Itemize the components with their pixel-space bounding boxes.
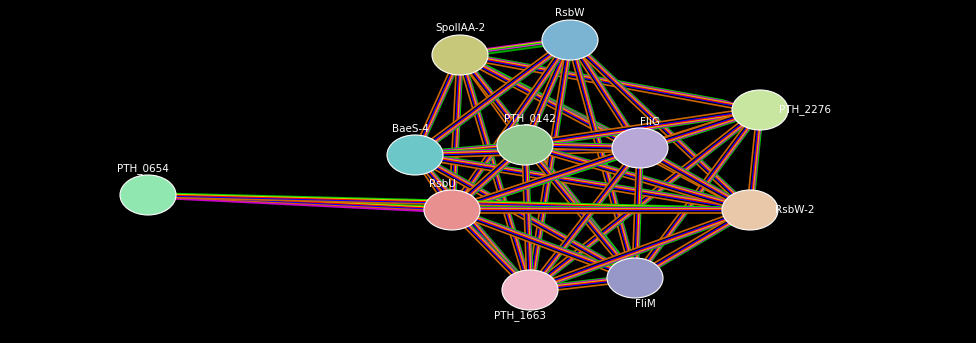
- Text: PTH_0142: PTH_0142: [504, 114, 556, 125]
- Ellipse shape: [607, 258, 663, 298]
- Text: FliM: FliM: [634, 299, 655, 309]
- Text: BaeS-4: BaeS-4: [391, 124, 428, 134]
- Text: RsbW-2: RsbW-2: [775, 205, 815, 215]
- Ellipse shape: [612, 128, 668, 168]
- Text: RsbW: RsbW: [555, 8, 585, 18]
- Ellipse shape: [502, 270, 558, 310]
- Text: SpoIIAA-2: SpoIIAA-2: [435, 23, 485, 33]
- Ellipse shape: [722, 190, 778, 230]
- Ellipse shape: [497, 125, 553, 165]
- Ellipse shape: [120, 175, 176, 215]
- Text: FliG: FliG: [640, 117, 660, 127]
- Ellipse shape: [542, 20, 598, 60]
- Ellipse shape: [432, 35, 488, 75]
- Ellipse shape: [387, 135, 443, 175]
- Text: RsbU: RsbU: [428, 179, 456, 189]
- Ellipse shape: [424, 190, 480, 230]
- Ellipse shape: [732, 90, 788, 130]
- Text: PTH_0654: PTH_0654: [117, 164, 169, 175]
- Text: PTH_2276: PTH_2276: [779, 105, 831, 116]
- Text: PTH_1663: PTH_1663: [494, 310, 546, 321]
